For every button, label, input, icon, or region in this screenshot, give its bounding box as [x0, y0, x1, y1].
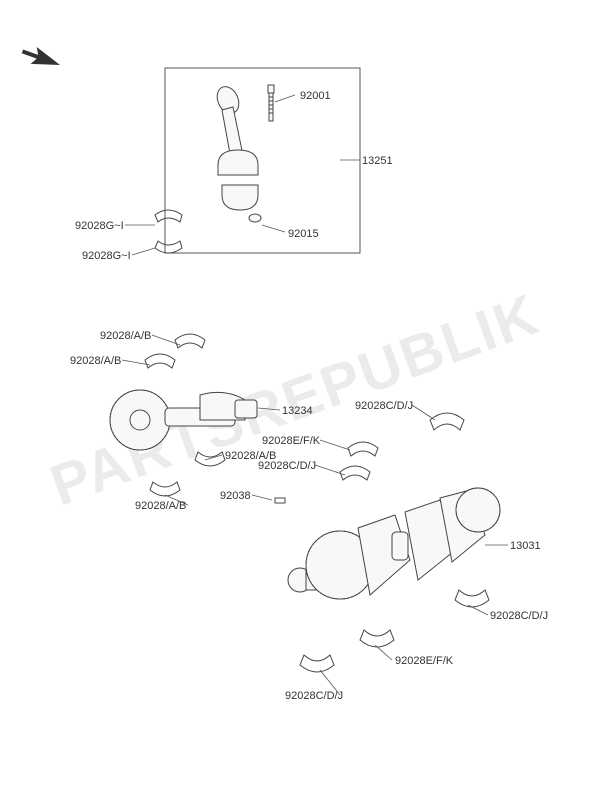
- bearing-shell-upper-1: [155, 210, 182, 222]
- part-label: 92028/A/B: [70, 355, 121, 367]
- part-label: 92028C/D/J: [355, 400, 413, 412]
- bolt-92001: [268, 85, 274, 121]
- part-label: 92028/A/B: [100, 330, 151, 342]
- part-label: 92015: [288, 228, 319, 240]
- part-label: 92028G~I: [75, 220, 124, 232]
- diagram-svg: [0, 0, 589, 799]
- part-label: 92038: [220, 490, 251, 502]
- part-label: 13234: [282, 405, 313, 417]
- part-label: 92001: [300, 90, 331, 102]
- balancer-shaft: [110, 334, 257, 496]
- part-label: 92028/A/B: [135, 500, 186, 512]
- connecting-rod: [213, 83, 261, 222]
- nav-arrow: [19, 43, 63, 74]
- part-label: 92028E/F/K: [262, 435, 320, 447]
- part-label: 13031: [510, 540, 541, 552]
- leader-lines: [122, 95, 508, 695]
- crankshaft: [275, 413, 500, 672]
- part-label: 92028C/D/J: [285, 690, 343, 702]
- part-label: 92028E/F/K: [395, 655, 453, 667]
- part-label: 92028C/D/J: [490, 610, 548, 622]
- bearing-shell-lower-1: [155, 241, 182, 253]
- part-label: 92028C/D/J: [258, 460, 316, 472]
- part-label: 92028G~I: [82, 250, 131, 262]
- part-label: 13251: [362, 155, 393, 167]
